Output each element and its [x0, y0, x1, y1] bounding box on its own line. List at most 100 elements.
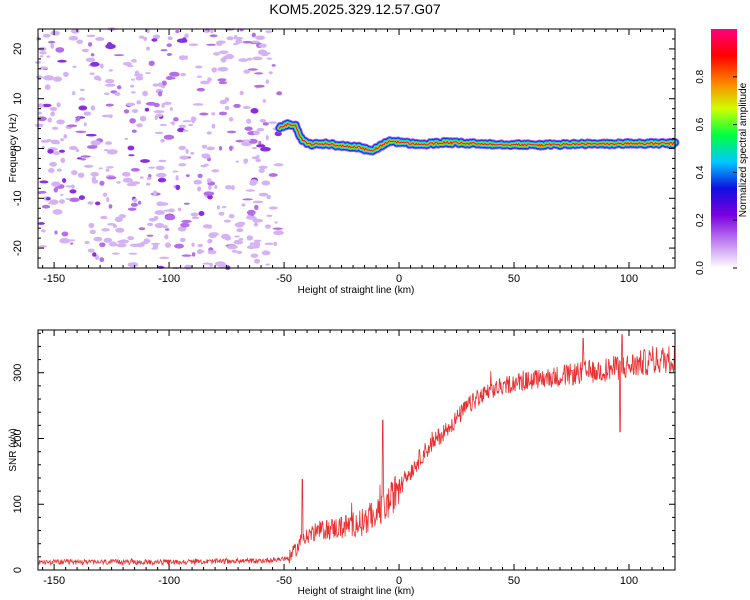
noise-blob: [167, 213, 172, 216]
noise-blob: [83, 122, 87, 127]
noise-blob: [218, 111, 228, 116]
noise-blob: [157, 202, 169, 206]
ridge-layer-5: [279, 123, 676, 152]
noise-blob: [163, 101, 172, 105]
noise-blob: [93, 236, 103, 242]
noise-blob: [239, 90, 244, 96]
noise-blob: [233, 239, 244, 245]
noise-blob: [75, 130, 87, 133]
noise-blob: [265, 263, 270, 266]
noise-blob: [218, 146, 223, 151]
noise-blob: [38, 245, 47, 248]
noise-blob: [136, 123, 143, 128]
noise-blob: [151, 247, 158, 250]
noise-blob: [85, 133, 97, 137]
noise-blob: [224, 53, 235, 60]
noise-blob: [258, 192, 269, 197]
noise-blob: [68, 36, 79, 41]
noise-blob: [262, 122, 269, 126]
noise-blob: [111, 241, 115, 244]
noise-blob: [180, 72, 186, 77]
noise-blob: [92, 252, 97, 257]
noise-blob: [129, 118, 136, 124]
noise-blob: [78, 97, 86, 101]
snr-ticks: -150 -100 -50 0 50 100 0 100 200 300: [12, 330, 676, 587]
noise-blob: [236, 250, 242, 255]
noise-blob: [75, 116, 81, 121]
x-tick-label: -100: [158, 273, 180, 285]
noise-blob: [143, 36, 148, 41]
noise-blob: [262, 99, 267, 103]
noise-blob: [68, 146, 78, 150]
noise-blob: [246, 209, 256, 216]
noise-blob: [146, 29, 150, 34]
noise-blob: [273, 241, 278, 246]
noise-blob: [72, 65, 77, 69]
noise-blob: [35, 123, 44, 128]
noise-blob: [47, 117, 52, 123]
noise-blob: [169, 107, 173, 111]
noise-blob: [249, 181, 257, 186]
noise-blob: [266, 194, 271, 200]
noise-blob: [250, 108, 259, 114]
noise-blob: [106, 196, 110, 203]
noise-blob: [77, 172, 85, 178]
noise-blob: [157, 177, 167, 183]
noise-blob: [276, 91, 283, 96]
colorbar-label: Normalized spectral amplitude: [738, 82, 749, 217]
noise-blob: [88, 222, 95, 229]
noise-blob: [80, 155, 91, 158]
noise-blob: [127, 207, 137, 211]
snr-frame: [37, 329, 676, 571]
noise-blob: [268, 71, 273, 75]
noise-blob: [56, 168, 62, 172]
noise-blob: [176, 38, 188, 43]
noise-blob: [125, 102, 136, 107]
noise-blob: [124, 137, 129, 140]
noise-blob: [207, 250, 217, 255]
noise-blob: [95, 201, 101, 206]
noise-blob: [146, 182, 151, 186]
noise-blob: [75, 148, 80, 152]
noise-blob: [249, 242, 254, 246]
noise-blob: [185, 148, 189, 154]
noise-blob: [223, 219, 231, 223]
noise-blob: [167, 36, 173, 41]
noise-blob: [198, 211, 205, 216]
noise-blob: [177, 207, 182, 212]
noise-blob: [172, 170, 179, 173]
noise-blob: [190, 212, 199, 217]
noise-blob: [39, 66, 48, 70]
noise-blob: [153, 110, 165, 114]
noise-blob: [273, 163, 284, 167]
noise-blob: [191, 242, 195, 247]
noise-blob: [39, 180, 49, 184]
noise-blob: [37, 116, 47, 122]
noise-blob: [268, 206, 278, 210]
noise-blob: [203, 191, 215, 196]
noise-blob: [72, 91, 76, 96]
noise-blob: [86, 145, 98, 149]
noise-blob: [83, 164, 94, 168]
noise-blob: [261, 180, 271, 186]
noise-blob: [116, 181, 121, 184]
noise-blob: [78, 195, 85, 201]
noise-blob: [201, 144, 208, 149]
noise-blob: [188, 123, 194, 127]
noise-blob: [105, 168, 110, 172]
noise-blob: [254, 84, 265, 88]
snr-series-line: [37, 334, 676, 567]
x-tick-label: 0: [396, 273, 402, 285]
noise-blob: [52, 209, 63, 215]
y-tick-label: 100: [12, 495, 24, 513]
noise-blob: [211, 112, 216, 116]
noise-blob: [59, 238, 71, 244]
noise-blob: [192, 103, 204, 106]
noise-blob: [166, 53, 172, 56]
noise-blob: [196, 75, 203, 79]
noise-blob: [70, 242, 74, 245]
noise-blob: [235, 39, 243, 44]
noise-blob: [238, 238, 244, 241]
noise-blob: [226, 245, 238, 250]
